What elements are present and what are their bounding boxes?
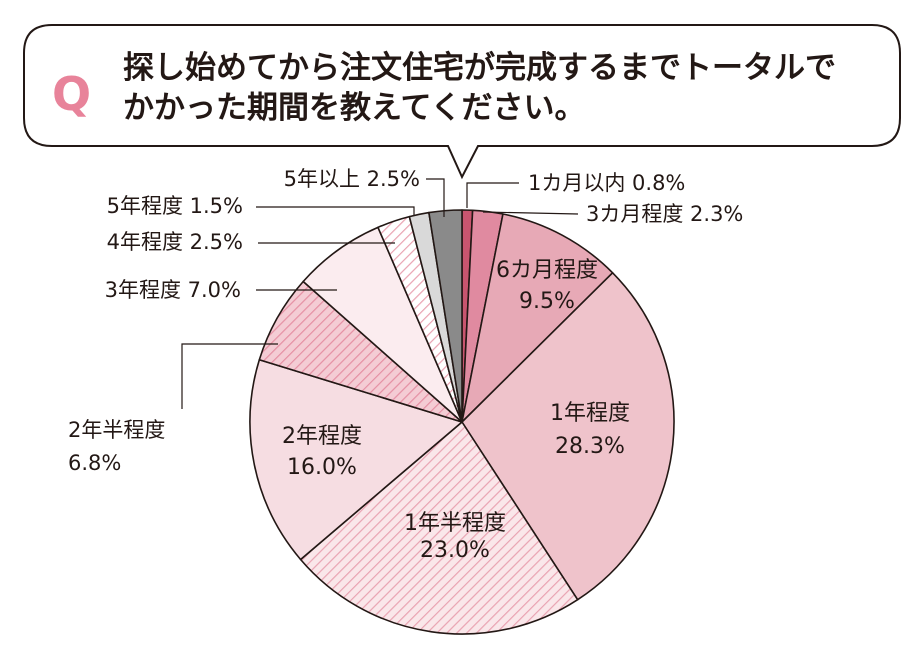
question-line-1: 探し始めてから注文住宅が完成するまでトータルで [123,50,836,86]
slice-value-label: 9.5% [519,289,575,314]
slice-value-label: 6.8% [68,451,121,475]
speech-bubble [23,24,901,180]
slice-value-label: 28.3% [555,434,625,459]
pie-slice [249,358,463,561]
leader-line [426,178,445,217]
slice-callout-label: 3年程度 7.0% [105,278,241,302]
slice-callout-label: 3カ月程度 2.3% [586,202,743,226]
leader-line [256,206,415,215]
leader-line [181,343,278,409]
slice-value-label: 23.0% [420,538,490,563]
slice-callout-label: 1カ月以内 0.8% [528,171,685,195]
question-line-2: かかった期間を教えてください。 [123,90,586,126]
pie-slice [461,213,614,423]
pie-slice [428,209,463,423]
leader-lines [181,178,579,409]
slice-category-label: 2年半程度 [68,418,165,442]
slice-value-label: 16.0% [287,455,357,480]
slice-callout-label: 5年以上 2.5% [284,167,420,191]
slice-category-label: 6カ月程度 [496,258,598,283]
pie-slice [461,272,675,601]
slice-category-label: 1年程度 [550,401,630,426]
slice-callout-label: 4年程度 2.5% [107,230,243,254]
slice-category-label: 1年半程度 [404,511,506,536]
slice-category-label: 2年程度 [282,424,362,449]
leader-line [466,182,519,208]
slice-callout-label: 5年程度 1.5% [107,194,243,218]
pie-slice [299,421,579,635]
leader-line [482,211,579,215]
slice-labels: 1カ月以内 0.8% 3カ月程度 2.3% 6カ月程度 9.5% 1年程度 28.3% 1年… [68,167,743,563]
pie-slices [249,209,675,635]
question-callout: Q 探し始めてから注文住宅が完成するまでトータルで かかった期間を教えてください… [23,24,901,180]
question-marker: Q [52,67,91,121]
